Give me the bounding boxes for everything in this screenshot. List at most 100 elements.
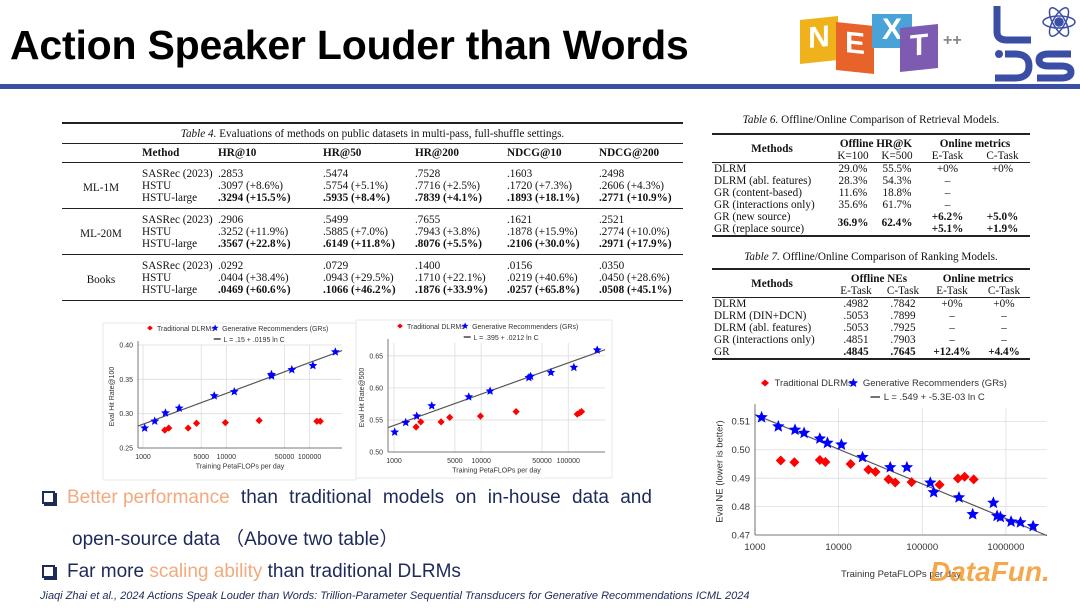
table-row: GR .4845 .7645 +12.4% +4.4% bbox=[712, 346, 1030, 359]
table-row: K=100 K=500 E-Task C-Task bbox=[712, 150, 1030, 163]
y-tick-label: 0.40 bbox=[119, 342, 133, 349]
metric-value: .5053 bbox=[843, 310, 869, 322]
table-row: DLRM .4982 .7842 +0% +0% bbox=[712, 297, 1030, 311]
dlrm-point bbox=[789, 457, 800, 468]
metric-value: .7842 bbox=[890, 298, 916, 310]
metric-value: .7528 bbox=[415, 168, 441, 180]
metric-value: .3252 (+11.9%) bbox=[218, 226, 289, 238]
metric-value: .0469 (+60.6%) bbox=[218, 284, 291, 296]
table6-caption: Table 6. Offline/Online Comparison of Re… bbox=[742, 114, 1000, 126]
metric-value: .2906 bbox=[218, 214, 244, 226]
table-row: HSTU .0404 (+38.4%) .0943 (+29.5%) .1710 (+… bbox=[62, 272, 683, 284]
metric-value: +0% bbox=[936, 163, 959, 175]
dataset-label: ML-20M bbox=[80, 228, 122, 240]
group-header: Online metrics bbox=[942, 273, 1014, 285]
dlrm-point bbox=[959, 471, 970, 482]
dlrm-point bbox=[316, 417, 324, 425]
checkbox-bullet-icon bbox=[42, 565, 55, 578]
method-name: GR (content-based) bbox=[714, 187, 802, 199]
gr-point bbox=[835, 438, 848, 450]
metric-value: .7925 bbox=[890, 322, 916, 334]
table-row: GR (replace source) +5.1% +1.9% bbox=[712, 223, 1030, 236]
column-header: HR@200 bbox=[415, 147, 459, 159]
table-row: Methods Offline HR@K Online metrics bbox=[712, 134, 1030, 154]
metric-value: .2498 bbox=[599, 168, 625, 180]
metric-value: .5499 bbox=[323, 214, 349, 226]
method-name: GR (interactions only) bbox=[714, 199, 815, 211]
method-name: SASRec (2023) bbox=[142, 260, 213, 272]
method-name: HSTU-large bbox=[142, 238, 198, 250]
column-header: HR@50 bbox=[323, 147, 362, 159]
method-name: DLRM bbox=[714, 163, 747, 175]
table4-top-rule bbox=[62, 122, 683, 124]
dlrm-point bbox=[221, 418, 229, 427]
method-name: DLRM (abl. features) bbox=[714, 175, 812, 187]
gr-point bbox=[401, 417, 411, 427]
metric-value: .7655 bbox=[415, 214, 441, 226]
next-logo: N E X T ++ bbox=[800, 14, 962, 74]
gr-point bbox=[546, 367, 556, 377]
table-row: HSTU-large .3294 (+15.5%) .5935 (+8.4%) .78… bbox=[62, 192, 683, 209]
lds-logo-dot bbox=[995, 50, 1003, 58]
atom-icon bbox=[1042, 7, 1076, 37]
method-name: HSTU-large bbox=[142, 284, 198, 296]
table-row: HSTU-large .3567 (+22.8%) .6149 (+11.8%) .8… bbox=[62, 238, 683, 255]
metric-value: +4.4% bbox=[988, 346, 1020, 358]
bullet-1-text: than traditional models on in-house data… bbox=[229, 487, 652, 508]
gr-point bbox=[174, 403, 184, 412]
method-name: SASRec (2023) bbox=[142, 168, 213, 180]
dlrm-point bbox=[934, 479, 945, 490]
dlrm-point bbox=[192, 419, 201, 427]
metric-value: +5.0% bbox=[986, 211, 1019, 223]
legend-gr-marker bbox=[211, 324, 219, 331]
bullet-2-text: than traditional DLRMs bbox=[262, 561, 461, 582]
gr-point bbox=[464, 392, 474, 401]
table-row: GR (interactions only) 35.6% 61.7% – bbox=[712, 199, 1030, 211]
datafun-watermark: DataFun. bbox=[930, 556, 1050, 587]
table-row: E-Task C-Task E-Task C-Task bbox=[712, 285, 1030, 298]
table6: Methods Offline HR@K Online metrics K=100 K=… bbox=[712, 133, 1030, 237]
lds-logo-d bbox=[995, 50, 1033, 82]
gr-point bbox=[150, 416, 160, 425]
gr-point bbox=[900, 460, 914, 473]
sub-header: E-Task bbox=[931, 150, 964, 162]
bullet-1: Better performance than traditional mode… bbox=[42, 487, 652, 509]
dlrm-point bbox=[577, 408, 586, 416]
dlrm-point bbox=[255, 416, 263, 425]
method-name: SASRec (2023) bbox=[142, 214, 213, 226]
y-tick-label: 0.35 bbox=[119, 377, 133, 384]
gr-point bbox=[966, 507, 979, 520]
metric-value: .3294 (+15.5%) bbox=[218, 192, 291, 204]
table7-caption: Table 7. Offline/Online Comparison of Ra… bbox=[744, 251, 998, 263]
y-tick-label: 0.50 bbox=[369, 449, 383, 456]
dlrm-point bbox=[845, 458, 856, 469]
metric-value: 61.7% bbox=[882, 199, 912, 211]
method-name: DLRM bbox=[714, 298, 747, 310]
next-logo-suffix: ++ bbox=[943, 32, 962, 49]
metric-value: +5.1% bbox=[931, 223, 964, 235]
metric-value: .7839 (+4.1%) bbox=[415, 192, 482, 204]
dlrm-point bbox=[890, 477, 901, 488]
metric-value: .0450 (+28.6%) bbox=[599, 272, 670, 284]
bullet-2-highlight: scaling ability bbox=[149, 561, 263, 582]
x-tick-label: 10000 bbox=[471, 458, 491, 465]
metric-value: 54.3% bbox=[882, 175, 912, 187]
table-row: Methods Offline NEs Online metrics bbox=[712, 269, 1030, 289]
group-header: Online metrics bbox=[939, 138, 1011, 150]
y-tick-label: 0.50 bbox=[732, 445, 751, 456]
group-header: Offline NEs bbox=[850, 273, 908, 285]
metric-value: – bbox=[1001, 334, 1007, 346]
dlrm-point bbox=[184, 424, 192, 432]
y-tick-label: 0.30 bbox=[119, 411, 133, 418]
y-axis-label: Eval NE (lower is better) bbox=[715, 420, 726, 522]
table-row: GR (new source) 36.9% 62.4% +6.2% +5.0% bbox=[712, 211, 1030, 229]
metric-value: .1878 (+15.9%) bbox=[507, 226, 578, 238]
lds-logo-s bbox=[1035, 50, 1075, 82]
gr-point bbox=[485, 386, 495, 395]
lds-logo bbox=[993, 6, 1076, 82]
chart-1: 1000 5000 10000 50000 100000 0.25 0.30 0.35 0.40… bbox=[102, 322, 357, 481]
legend-dlrm-marker bbox=[761, 379, 769, 387]
x-tick-label: 100000 bbox=[557, 458, 580, 465]
x-tick-label: 50000 bbox=[532, 458, 552, 465]
y-tick-label: 0.65 bbox=[369, 353, 383, 360]
